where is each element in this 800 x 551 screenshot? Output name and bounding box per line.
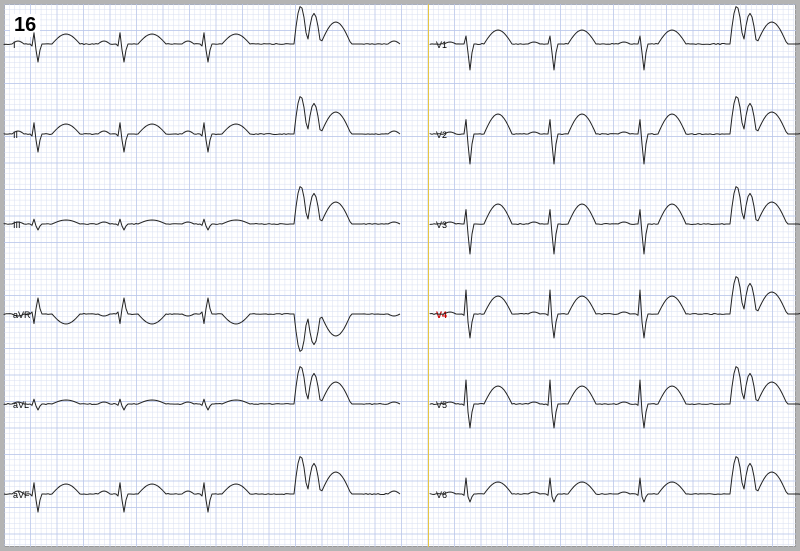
lead-trace-aVF: [4, 404, 400, 551]
lead-trace-V6: [430, 404, 800, 551]
app-frame: 16 IIIIIIaVRaVLaVFV1V2V3V4V5V6: [0, 0, 800, 551]
column-divider: [428, 4, 429, 547]
ecg-plot: 16 IIIIIIaVRaVLaVFV1V2V3V4V5V6: [4, 4, 796, 547]
